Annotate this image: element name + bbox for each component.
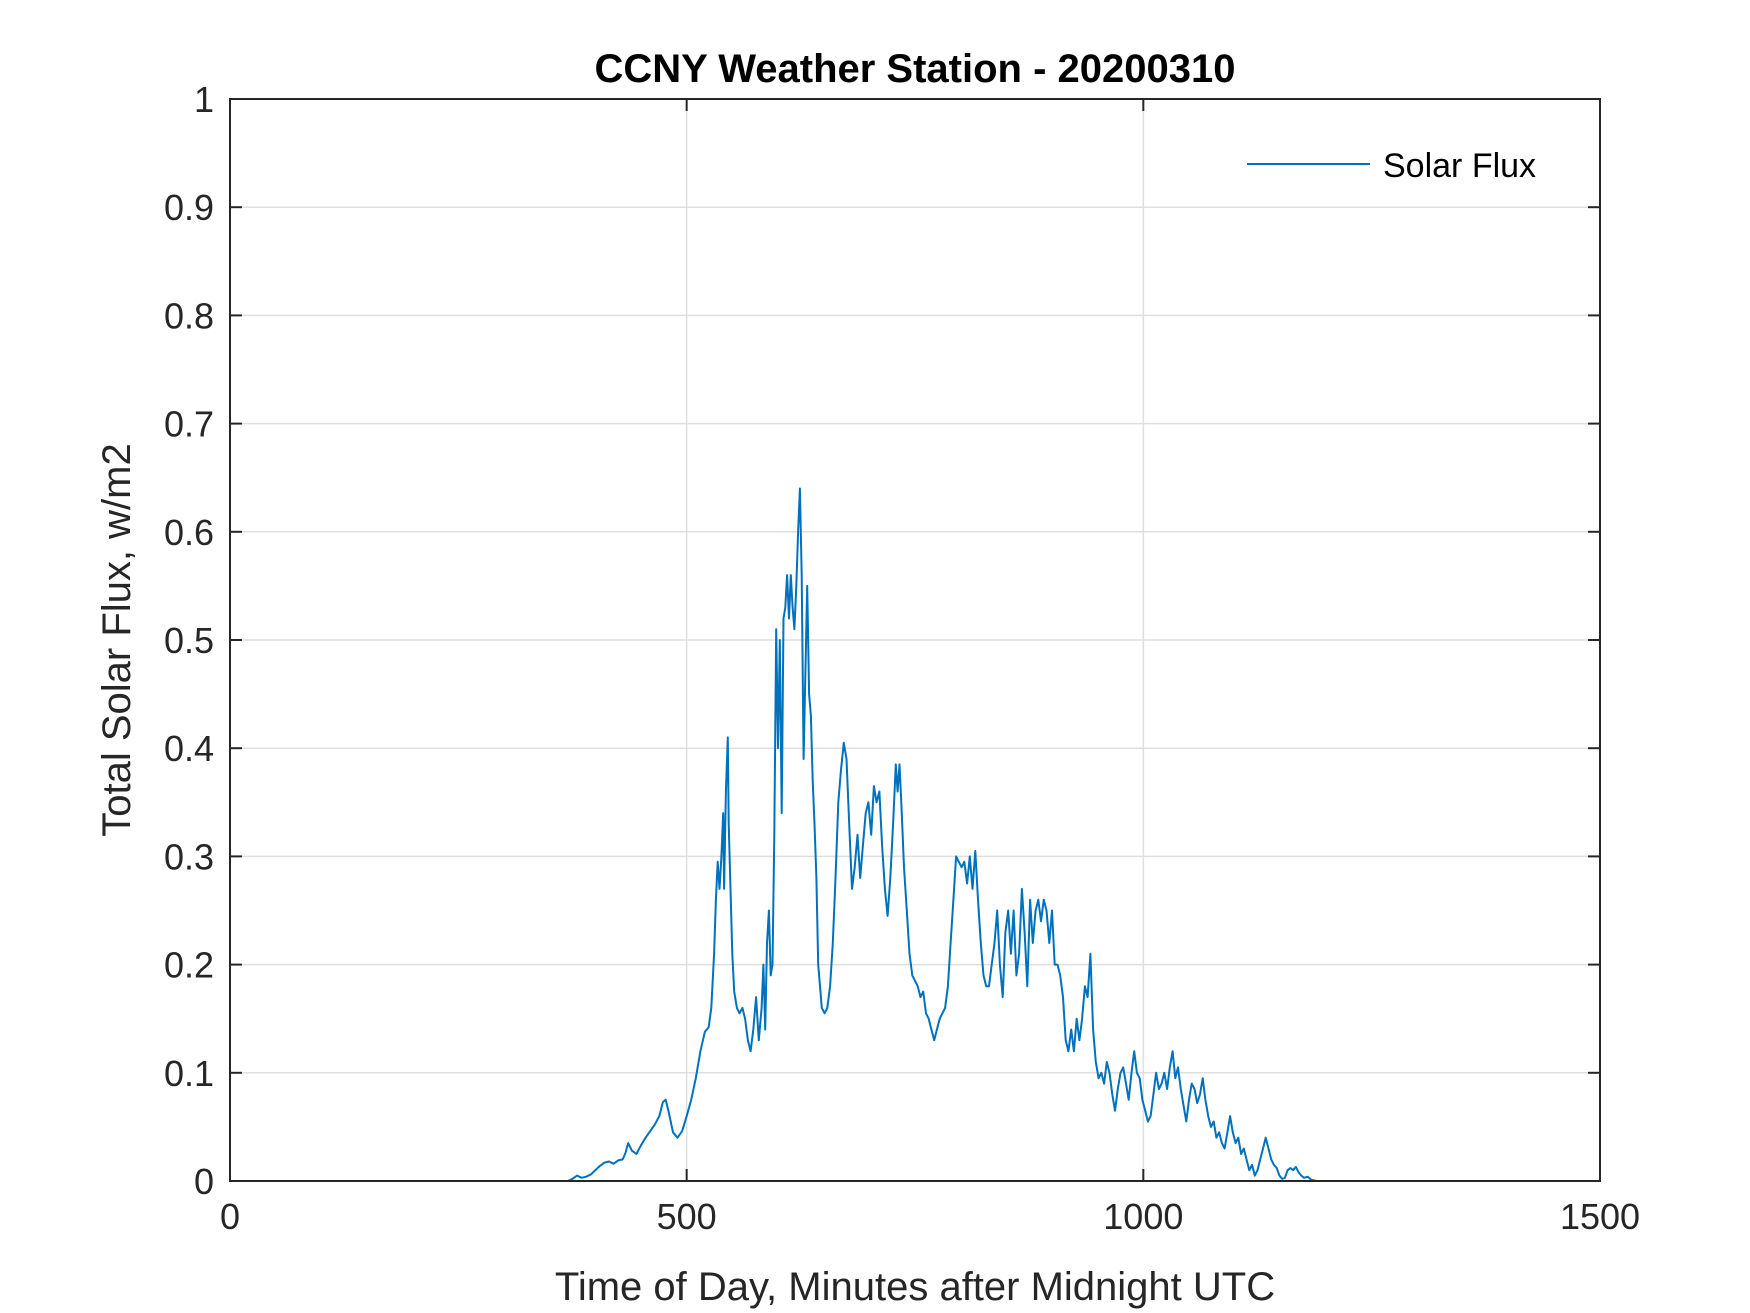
x-tick-label: 500 — [657, 1196, 717, 1237]
x-tick-label: 0 — [220, 1196, 240, 1237]
chart-title: CCNY Weather Station - 20200310 — [595, 47, 1236, 91]
y-tick-label: 0.8 — [164, 295, 214, 336]
y-tick-label: 1 — [194, 79, 214, 120]
x-tick-label: 1500 — [1560, 1196, 1640, 1237]
y-tick-label: 0.4 — [164, 728, 214, 769]
y-tick-label: 0.7 — [164, 404, 214, 445]
series-layer — [230, 487, 1546, 1182]
y-tick-label: 0.5 — [164, 620, 214, 661]
grid — [230, 99, 1600, 1181]
ticks — [229, 98, 1601, 1182]
tick-labels: 0 500 1000 1500 0 0.1 0.2 0.3 0.4 0.5 0.6 0.7 0.8 0.9… — [164, 79, 1640, 1237]
y-tick-label: 0.1 — [164, 1053, 214, 1094]
y-tick-label: 0.3 — [164, 836, 214, 877]
y-tick-label: 0.2 — [164, 945, 214, 986]
y-axis-label: Total Solar Flux, w/m2 — [95, 443, 139, 836]
y-tick-label: 0.9 — [164, 187, 214, 228]
legend-label: Solar Flux — [1383, 147, 1536, 185]
legend: Solar Flux — [1247, 147, 1536, 185]
y-tick-label: 0 — [194, 1161, 214, 1202]
x-tick-label: 1000 — [1103, 1196, 1183, 1237]
series-line-solar-flux — [230, 487, 1546, 1182]
y-tick-label: 0.6 — [164, 512, 214, 553]
x-axis-label: Time of Day, Minutes after Midnight UTC — [555, 1265, 1275, 1309]
